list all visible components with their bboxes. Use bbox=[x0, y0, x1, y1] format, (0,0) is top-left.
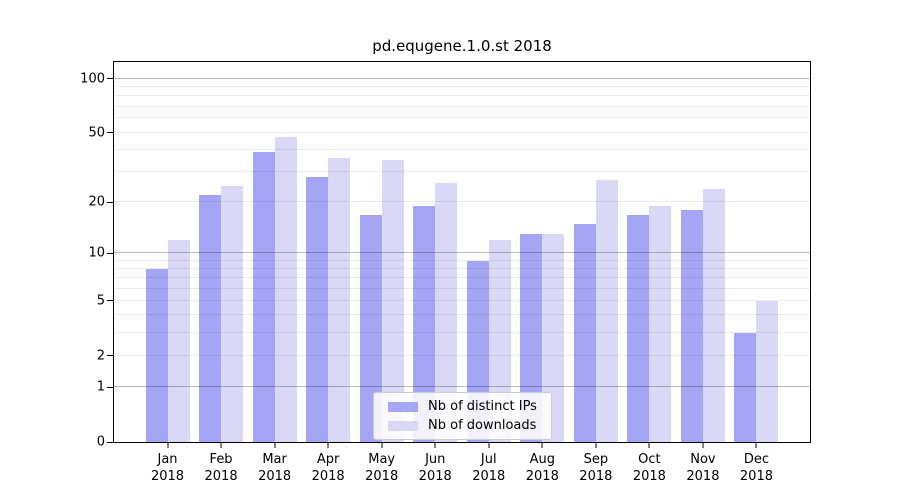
x-tick-month: Jun bbox=[425, 452, 446, 467]
x-tick-year: 2018 bbox=[418, 469, 452, 484]
y-tick-label-0: 0 bbox=[96, 434, 105, 450]
legend-item-downloads: Nb of downloads bbox=[388, 418, 537, 433]
y-tick-5 bbox=[107, 300, 113, 302]
x-tick-label-jul: Jul 2018 bbox=[472, 451, 505, 485]
y-tick-label-5: 5 bbox=[96, 293, 105, 309]
y-tick-10 bbox=[107, 252, 113, 254]
x-tick-year: 2018 bbox=[204, 469, 238, 484]
x-tick-label-jun: Jun 2018 bbox=[419, 451, 452, 485]
bar-distinct-ips-jun bbox=[413, 206, 436, 442]
y-tick-label-2: 2 bbox=[96, 348, 105, 364]
bar-downloads-oct bbox=[649, 206, 672, 442]
plot-area: Nb of distinct IPs Nb of downloads 100 50… bbox=[80, 61, 811, 484]
bar-downloads-jun bbox=[435, 182, 458, 442]
x-tick-label-dec: Dec 2018 bbox=[740, 451, 773, 485]
bar-distinct-ips-mar bbox=[252, 151, 275, 442]
x-tick-year: 2018 bbox=[632, 469, 666, 484]
bar-downloads-mar bbox=[274, 137, 297, 442]
x-tick-month: Jul bbox=[480, 452, 497, 467]
y-tick-100 bbox=[107, 78, 113, 80]
bar-distinct-ips-aug bbox=[520, 234, 543, 442]
chart-title: pd.equgene.1.0.st 2018 bbox=[372, 37, 552, 55]
x-tick-apr bbox=[327, 442, 329, 448]
x-tick-label-sep: Sep 2018 bbox=[579, 451, 612, 485]
x-tick-nov bbox=[702, 442, 704, 448]
bar-distinct-ips-nov bbox=[680, 210, 703, 442]
legend-item-distinct-ips: Nb of distinct IPs bbox=[388, 399, 537, 414]
legend-label-downloads: Nb of downloads bbox=[428, 418, 537, 433]
x-tick-month: Mar bbox=[262, 452, 287, 467]
x-tick-year: 2018 bbox=[525, 469, 559, 484]
x-tick-jan bbox=[167, 442, 169, 448]
x-tick-jun bbox=[434, 442, 436, 448]
x-tick-month: May bbox=[368, 452, 396, 467]
bars-layer bbox=[114, 62, 810, 442]
bar-downloads-may bbox=[381, 159, 404, 442]
x-tick-month: Aug bbox=[529, 452, 555, 467]
bar-downloads-jan bbox=[167, 240, 190, 442]
y-tick-label-1: 1 bbox=[96, 379, 105, 395]
x-tick-label-oct: Oct 2018 bbox=[633, 451, 666, 485]
x-tick-year: 2018 bbox=[686, 469, 720, 484]
bar-downloads-aug bbox=[542, 234, 565, 442]
x-tick-year: 2018 bbox=[472, 469, 506, 484]
x-tick-year: 2018 bbox=[150, 469, 185, 484]
legend: Nb of distinct IPs Nb of downloads bbox=[373, 392, 552, 440]
y-tick-20 bbox=[107, 201, 113, 203]
y-tick-label-20: 20 bbox=[88, 194, 105, 210]
x-tick-month: Sep bbox=[583, 452, 609, 467]
bar-distinct-ips-feb bbox=[199, 195, 222, 442]
x-tick-may bbox=[381, 442, 383, 448]
bar-downloads-jul bbox=[488, 240, 511, 442]
x-tick-month: Nov bbox=[690, 452, 716, 467]
x-tick-dec bbox=[755, 442, 757, 448]
bar-downloads-nov bbox=[702, 188, 725, 442]
bar-distinct-ips-dec bbox=[734, 332, 757, 442]
x-tick-month: Jan bbox=[157, 452, 178, 467]
x-tick-oct bbox=[648, 442, 650, 448]
y-tick-label-100: 100 bbox=[80, 71, 105, 87]
x-tick-month: Apr bbox=[316, 452, 340, 467]
x-tick-label-mar: Mar 2018 bbox=[258, 451, 291, 485]
bar-distinct-ips-jan bbox=[145, 269, 168, 442]
x-tick-sep bbox=[595, 442, 597, 448]
bar-downloads-feb bbox=[221, 185, 244, 442]
x-tick-aug bbox=[541, 442, 543, 448]
legend-swatch-downloads bbox=[388, 420, 418, 431]
y-tick-1 bbox=[107, 386, 113, 388]
y-tick-0 bbox=[107, 441, 113, 443]
x-tick-feb bbox=[220, 442, 222, 448]
x-tick-month: Oct bbox=[638, 452, 661, 467]
y-tick-label-50: 50 bbox=[88, 125, 105, 141]
y-tick-label-10: 10 bbox=[88, 245, 105, 261]
bar-downloads-sep bbox=[595, 179, 618, 442]
x-tick-label-apr: Apr 2018 bbox=[312, 451, 345, 485]
bar-distinct-ips-sep bbox=[573, 223, 596, 442]
x-tick-label-feb: Feb 2018 bbox=[205, 451, 238, 485]
x-tick-label-may: May 2018 bbox=[365, 451, 398, 485]
x-tick-jul bbox=[488, 442, 490, 448]
x-tick-year: 2018 bbox=[579, 469, 613, 484]
x-tick-month: Feb bbox=[209, 452, 233, 467]
bar-distinct-ips-oct bbox=[627, 214, 650, 442]
legend-label-distinct-ips: Nb of distinct IPs bbox=[428, 399, 537, 414]
x-tick-mar bbox=[274, 442, 276, 448]
bar-downloads-dec bbox=[756, 300, 779, 442]
x-tick-month: Dec bbox=[743, 452, 770, 467]
x-tick-year: 2018 bbox=[258, 469, 292, 484]
bar-downloads-apr bbox=[328, 157, 351, 442]
x-tick-year: 2018 bbox=[365, 469, 399, 484]
x-tick-label-aug: Aug 2018 bbox=[526, 451, 559, 485]
x-tick-label-jan: Jan 2018 bbox=[151, 451, 184, 485]
x-tick-label-nov: Nov 2018 bbox=[686, 451, 719, 485]
x-tick-year: 2018 bbox=[739, 469, 773, 484]
x-tick-year: 2018 bbox=[311, 469, 345, 484]
legend-swatch-distinct-ips bbox=[388, 401, 418, 412]
y-tick-2 bbox=[107, 355, 113, 357]
y-tick-50 bbox=[107, 132, 113, 134]
bar-distinct-ips-apr bbox=[306, 177, 329, 442]
bar-distinct-ips-may bbox=[359, 214, 382, 442]
